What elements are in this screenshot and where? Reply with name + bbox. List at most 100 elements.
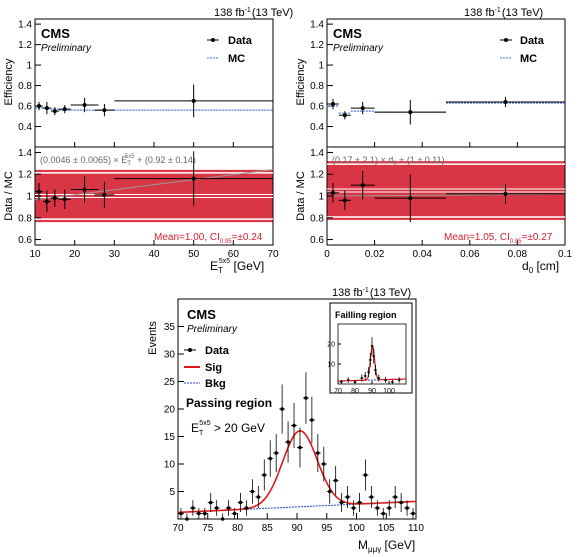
data-marker-i-4 [364, 374, 367, 378]
legend-sig-label-c: Sig [205, 362, 222, 374]
panel-et: 138 fb-1(13 TeV) 10 20 30 40 50 60 70 0.4 0.6 0.8… [3, 7, 293, 275]
data-point-c-36 [392, 486, 399, 508]
ratio-series-a [35, 151, 273, 213]
legend-data-label-a: Data [228, 35, 253, 47]
ytick-top-label-b-1: 0.6 [310, 102, 324, 113]
data-point-i-3 [360, 374, 364, 382]
data-marker-i-1 [347, 378, 350, 382]
data-marker-a-3 [62, 107, 67, 112]
data-point-c-31 [362, 459, 369, 491]
legend-mc-label-b: MC [520, 53, 537, 65]
ratio-band-b [326, 161, 566, 220]
data-marker-c-0 [179, 511, 183, 516]
ylabel-bottom-b: Data / MC [295, 171, 307, 221]
data-point-c-3 [195, 508, 202, 519]
data-marker-c-3 [197, 511, 201, 516]
ytick-label-c-1: 10 [164, 459, 176, 470]
data-marker-c-24 [321, 462, 326, 466]
data-point-c-9 [231, 508, 238, 519]
data-point-c-4 [201, 508, 208, 519]
data-point-i-10 [377, 374, 381, 382]
ytick-bottom-label-a-0: 0.6 [18, 235, 32, 246]
data-point-a-5 [94, 103, 115, 117]
xtick-label-a-3: 40 [148, 249, 160, 260]
ytick-bottom-label-b-1: 0.8 [310, 213, 324, 224]
ytick-top-label-b-2: 0.8 [310, 81, 324, 92]
data-marker-i-12 [391, 380, 394, 384]
data-marker-c-36 [393, 495, 397, 499]
inset-ticks: 70 80 90 100 10 20 [327, 341, 395, 395]
data-point-c-25 [326, 479, 333, 504]
data-marker-c-27 [339, 500, 344, 505]
legend-mc-label-a: MC [228, 53, 245, 65]
data-marker-c-8 [226, 506, 231, 510]
data-marker-c-12 [250, 489, 255, 494]
ratio-series-b [327, 170, 565, 223]
axis-ticks-c: 70 75 80 85 90 95 100 105 110 5 10 15 20 25 30 35 [164, 322, 425, 534]
data-marker-c-13 [256, 495, 261, 499]
ratio-point-b-0 [327, 182, 339, 203]
xtick-label-c-5: 95 [321, 523, 333, 534]
data-marker-c-31 [363, 473, 368, 477]
data-marker-c-4 [202, 511, 207, 516]
data-marker-c-10 [238, 500, 243, 505]
mean-text-b: Mean=1.05, CI0.95=±0.27 [444, 232, 553, 245]
ratio-point-b-4 [446, 184, 565, 204]
data-point-c-35 [386, 500, 393, 516]
xlabel-a: ET5x5 [GeV] [210, 258, 264, 275]
data-marker-i-5 [367, 370, 370, 374]
lumi-label-a: 138 fb-1(13 TeV) [214, 7, 293, 19]
data-marker-c-1 [185, 517, 189, 521]
data-point-i-13 [397, 377, 401, 383]
ytick-label-c-4: 25 [164, 377, 176, 388]
lumi-label-b: 138 fb-1(13 TeV) [464, 7, 543, 19]
data-point-c-18 [285, 421, 292, 463]
lumi-label-c: 138 fb-1(13 TeV) [332, 287, 411, 299]
data-marker-c-14 [262, 473, 267, 477]
data-marker-c-17 [280, 407, 284, 411]
data-point-c-29 [350, 500, 357, 516]
ratio-point-a-3 [58, 189, 71, 210]
data-marker-c-2 [191, 506, 195, 510]
ytick-top-label-b-0: 0.4 [310, 122, 324, 133]
ratio-marker-b-2 [360, 183, 365, 188]
data-marker-b-4 [503, 99, 508, 104]
ytick-top-label-b-4: 1.2 [310, 40, 324, 51]
ytick-bottom-label-a-3: 1.2 [18, 170, 32, 181]
cms-label-a: CMS [41, 26, 70, 41]
data-marker-c-25 [327, 489, 332, 494]
ytick-top-label-a-5: 1.4 [18, 20, 32, 31]
data-marker-c-26 [333, 478, 338, 483]
legend-data-label-b: Data [520, 35, 545, 47]
ratio-marker-a-6 [191, 176, 196, 181]
data-point-i-2 [353, 380, 357, 384]
inset-bkg-curve [337, 378, 407, 382]
data-point-i-8 [372, 348, 376, 364]
ratio-point-a-1 [42, 190, 51, 213]
data-point-i-1 [346, 377, 350, 383]
xtick-label-a-0: 10 [29, 249, 41, 260]
data-marker-i-3 [360, 376, 363, 380]
data-point-b-0 [327, 98, 339, 110]
data-point-b-1 [338, 111, 351, 120]
data-point-a-3 [58, 105, 71, 114]
region-label-c: Passing region [186, 396, 272, 410]
data-marker-i-9 [374, 368, 377, 372]
axis-ticks-a: 10 20 30 40 50 60 70 0.4 0.6 0.8 1 1.2 1.4 0.6 0.8 1 1.2… [18, 20, 279, 260]
bkg-line-i [337, 378, 407, 382]
xtick-label-b-1: 0.02 [365, 249, 385, 260]
legend-data-marker-b [504, 38, 508, 42]
data-marker-c-34 [381, 511, 386, 516]
ci-band-a [35, 169, 273, 223]
data-point-a-2 [50, 107, 59, 116]
cut-label-c: ET5x5 > 20 GeV [191, 420, 265, 437]
ratio-point-a-6 [114, 151, 273, 206]
xtick-label-i-3: 100 [383, 388, 395, 395]
data-marker-a-4 [82, 103, 87, 108]
panel-d0: 138 fb-1(13 TeV) 0 0.02 0.04 0.06 0.08 0.1 0.4… [295, 7, 572, 275]
data-point-c-19 [291, 402, 297, 449]
xtick-label-c-4: 90 [291, 523, 303, 534]
data-marker-i-0 [340, 380, 343, 384]
data-marker-c-35 [387, 506, 392, 510]
